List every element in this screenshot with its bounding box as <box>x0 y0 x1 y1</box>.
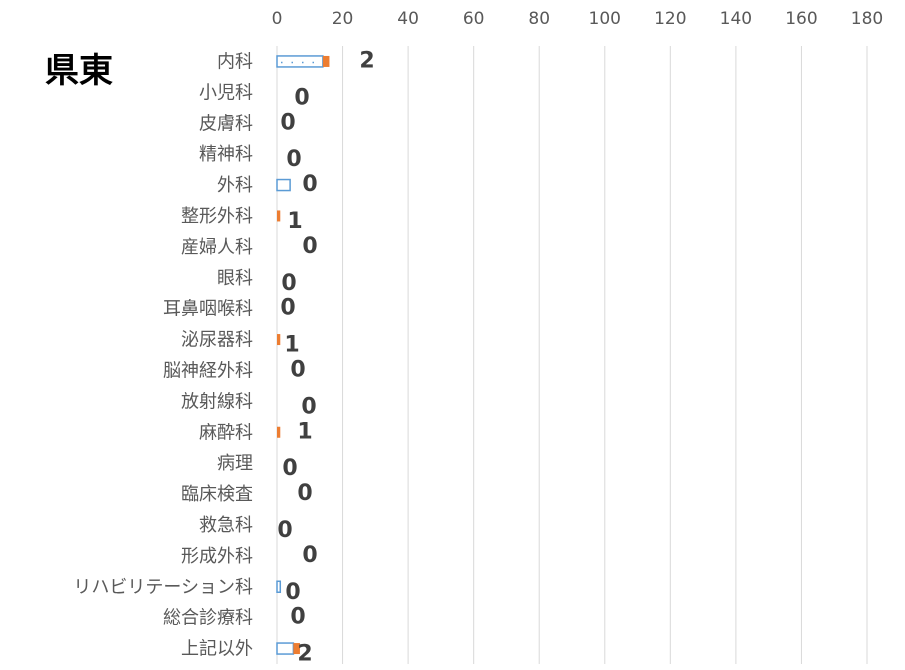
category-label: リハビリテーション科 <box>73 577 253 598</box>
category-label: 麻酔科 <box>199 422 253 443</box>
data-label: 0 <box>301 394 316 419</box>
data-label: 0 <box>285 580 300 605</box>
category-label: 精神科 <box>199 144 253 165</box>
data-label: 0 <box>294 85 309 110</box>
x-tick-label: 160 <box>785 9 817 29</box>
category-label: 耳鼻咽喉科 <box>163 299 253 320</box>
category-label: 産婦人科 <box>181 237 253 258</box>
data-label: 0 <box>280 296 295 321</box>
data-label: 0 <box>302 234 317 259</box>
category-label: 総合診療科 <box>163 608 253 629</box>
bar-series-1 <box>276 178 291 192</box>
data-label: 0 <box>286 147 301 172</box>
data-label: 0 <box>302 172 317 197</box>
x-tick-label: 80 <box>528 9 550 29</box>
category-label: 放射線科 <box>181 391 253 412</box>
data-label: 2 <box>359 48 374 73</box>
data-label: 1 <box>284 333 299 358</box>
category-label: 脳神経外科 <box>163 360 253 381</box>
data-label: 1 <box>287 209 302 234</box>
data-label: 0 <box>297 481 312 506</box>
category-label: 病理 <box>217 453 253 474</box>
chart-title: 県東 <box>45 51 113 91</box>
bar-series-2 <box>277 426 281 438</box>
x-axis-ticks: 0 20 40 60 80 100 120 140 160 180 <box>272 9 884 29</box>
data-label: 0 <box>290 357 305 382</box>
category-labels: 内科小児科皮膚科精神科外科整形外科産婦人科眼科耳鼻咽喉科泌尿器科脳神経外科放射線… <box>73 51 253 659</box>
data-label: 0 <box>282 456 297 481</box>
category-label: 救急科 <box>199 515 253 536</box>
bar-series-2 <box>293 643 300 655</box>
x-tick-label: 140 <box>720 9 752 29</box>
bar-series-1 <box>276 580 282 593</box>
category-label: 整形外科 <box>181 206 253 227</box>
x-tick-label: 180 <box>851 9 883 29</box>
bar-series-2 <box>277 210 281 222</box>
category-label: 臨床検査 <box>181 484 253 505</box>
x-tick-label: 40 <box>397 9 419 29</box>
x-tick-label: 100 <box>589 9 621 29</box>
bar-series-2 <box>322 55 330 67</box>
category-label: 小児科 <box>199 82 253 103</box>
data-label: 0 <box>302 543 317 568</box>
category-label: 皮膚科 <box>199 113 253 134</box>
category-label: 内科 <box>217 51 253 72</box>
x-tick-label: 60 <box>463 9 485 29</box>
bar-series-1 <box>276 55 324 68</box>
category-label: 形成外科 <box>181 546 253 567</box>
data-label: 1 <box>297 419 312 444</box>
category-label: 泌尿器科 <box>181 330 253 351</box>
bars <box>276 55 330 655</box>
x-tick-label: 0 <box>272 9 283 29</box>
bar-series-2 <box>277 334 281 346</box>
data-label: 2 <box>297 642 312 667</box>
category-label: 上記以外 <box>181 639 253 660</box>
x-tick-label: 20 <box>332 9 354 29</box>
data-label: 0 <box>280 110 295 135</box>
x-tick-label: 120 <box>654 9 686 29</box>
category-label: 眼科 <box>217 268 253 289</box>
category-label: 外科 <box>217 175 253 196</box>
data-label: 0 <box>290 605 305 630</box>
data-label: 0 <box>281 271 296 296</box>
data-label: 0 <box>277 518 292 543</box>
gridlines <box>276 46 868 664</box>
bar-series-1 <box>276 642 295 655</box>
